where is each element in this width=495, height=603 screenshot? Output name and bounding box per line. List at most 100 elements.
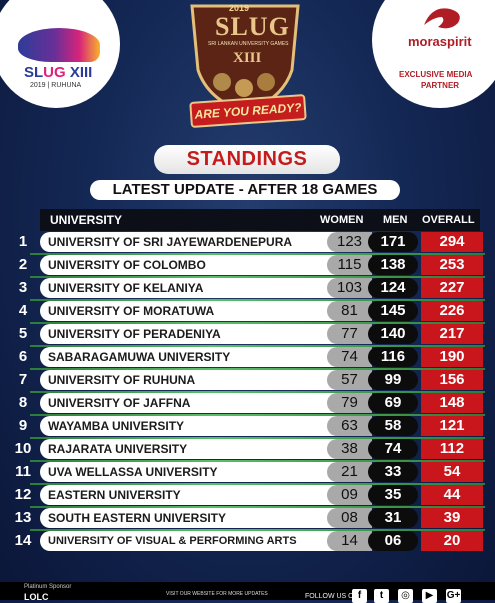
- table-header: UNIVERSITY WOMEN MEN OVERALL: [40, 209, 480, 231]
- moraspirit-dragon-icon: [424, 8, 460, 29]
- sponsor-label: Platinum Sponsor: [24, 584, 72, 590]
- overall-points: 121: [421, 416, 483, 436]
- slug-logo-subtitle: 2019 | RUHUNA: [30, 82, 82, 89]
- university-name: UVA WELLASSA UNIVERSITY: [40, 462, 340, 482]
- table-row: 11 UVA WELLASSA UNIVERSITY 21 33 54: [0, 462, 495, 482]
- table-row: 7 UNIVERSITY OF RUHUNA 57 99 156: [0, 370, 495, 390]
- table-row: 10 RAJARATA UNIVERSITY 38 74 112: [0, 439, 495, 459]
- table-row: 13 SOUTH EASTERN UNIVERSITY 08 31 39: [0, 508, 495, 528]
- overall-points: 39: [421, 508, 483, 528]
- women-points: 81: [327, 301, 372, 321]
- slug-logo-text: SLUG XIII: [24, 64, 93, 81]
- women-points: 57: [327, 370, 372, 390]
- rank-cell: 3: [18, 279, 28, 296]
- rank-cell: 4: [18, 302, 28, 319]
- table-row: 12 EASTERN UNIVERSITY 09 35 44: [0, 485, 495, 505]
- header-university: UNIVERSITY: [50, 213, 123, 227]
- rank-cell: 13: [14, 509, 32, 526]
- visit-website-text[interactable]: VISIT OUR WEBSITE FOR MORE UPDATES: [166, 591, 268, 597]
- overall-points: 294: [421, 232, 483, 252]
- table-row: 2 UNIVERSITY OF COLOMBO 115 138 253: [0, 255, 495, 275]
- footer-bar: Platinum Sponsor LOLC VISIT OUR WEBSITE …: [0, 582, 495, 603]
- women-points: 21: [327, 462, 372, 482]
- header-women: WOMEN: [320, 214, 364, 226]
- media-partner-line1: EXCLUSIVE MEDIA: [399, 70, 473, 79]
- men-points: 116: [368, 347, 418, 367]
- university-name: EASTERN UNIVERSITY: [40, 485, 340, 505]
- row-divider: [30, 345, 485, 347]
- table-row: 3 UNIVERSITY OF KELANIYA 103 124 227: [0, 278, 495, 298]
- university-name: SOUTH EASTERN UNIVERSITY: [40, 508, 340, 528]
- slug-swirl-icon: [18, 28, 100, 62]
- overall-points: 253: [421, 255, 483, 275]
- university-name: WAYAMBA UNIVERSITY: [40, 416, 340, 436]
- badge-roman-numeral: XIII: [233, 50, 262, 66]
- rank-cell: 9: [18, 417, 28, 434]
- men-points: 06: [368, 531, 418, 551]
- row-divider: [30, 276, 485, 278]
- table-row: 6 SABARAGAMUWA UNIVERSITY 74 116 190: [0, 347, 495, 367]
- overall-points: 217: [421, 324, 483, 344]
- table-row: 4 UNIVERSITY OF MORATUWA 81 145 226: [0, 301, 495, 321]
- sponsor-logo: LOLC: [24, 592, 49, 602]
- women-points: 38: [327, 439, 372, 459]
- men-points: 140: [368, 324, 418, 344]
- university-name: UNIVERSITY OF VISUAL & PERFORMING ARTS: [40, 531, 340, 551]
- women-points: 09: [327, 485, 372, 505]
- rank-cell: 12: [14, 486, 32, 503]
- row-divider: [30, 414, 485, 416]
- overall-points: 54: [421, 462, 483, 482]
- table-row: 5 UNIVERSITY OF PERADENIYA 77 140 217: [0, 324, 495, 344]
- row-divider: [30, 483, 485, 485]
- women-points: 123: [327, 232, 372, 252]
- moraspirit-brand: moraspirit: [408, 34, 472, 49]
- women-points: 77: [327, 324, 372, 344]
- men-points: 31: [368, 508, 418, 528]
- men-points: 58: [368, 416, 418, 436]
- facebook-icon[interactable]: f: [352, 589, 367, 603]
- table-row: 1 UNIVERSITY OF SRI JAYEWARDENEPURA 123 …: [0, 232, 495, 252]
- rank-cell: 6: [18, 348, 28, 365]
- row-divider: [30, 460, 485, 462]
- youtube-icon[interactable]: ▶: [422, 589, 437, 603]
- university-name: SABARAGAMUWA UNIVERSITY: [40, 347, 340, 367]
- overall-points: 112: [421, 439, 483, 459]
- men-points: 74: [368, 439, 418, 459]
- table-row: 8 UNIVERSITY OF JAFFNA 79 69 148: [0, 393, 495, 413]
- row-divider: [30, 437, 485, 439]
- men-points: 124: [368, 278, 418, 298]
- women-points: 115: [327, 255, 372, 275]
- overall-points: 44: [421, 485, 483, 505]
- rank-cell: 11: [15, 463, 31, 480]
- twitter-icon[interactable]: t: [374, 589, 389, 603]
- rank-cell: 10: [14, 440, 32, 457]
- rank-cell: 7: [18, 371, 28, 388]
- men-points: 145: [368, 301, 418, 321]
- row-divider: [30, 529, 485, 531]
- row-divider: [30, 299, 485, 301]
- university-name: RAJARATA UNIVERSITY: [40, 439, 340, 459]
- men-points: 99: [368, 370, 418, 390]
- men-points: 33: [368, 462, 418, 482]
- rank-cell: 14: [14, 532, 32, 549]
- slug-shield-badge: 2019 SLUG SRI LANKAN UNIVERSITY GAMES XI…: [186, 0, 307, 129]
- university-name: UNIVERSITY OF KELANIYA: [40, 278, 340, 298]
- university-name: UNIVERSITY OF RUHUNA: [40, 370, 340, 390]
- overall-points: 227: [421, 278, 483, 298]
- overall-points: 226: [421, 301, 483, 321]
- men-points: 138: [368, 255, 418, 275]
- instagram-icon[interactable]: ◎: [398, 589, 413, 603]
- women-points: 63: [327, 416, 372, 436]
- overall-points: 156: [421, 370, 483, 390]
- men-points: 171: [368, 232, 418, 252]
- row-divider: [30, 322, 485, 324]
- women-points: 14: [327, 531, 372, 551]
- badge-title: SLUG: [215, 12, 290, 41]
- header-men: MEN: [383, 214, 408, 226]
- rank-cell: 8: [18, 394, 28, 411]
- googleplus-icon[interactable]: G+: [446, 589, 461, 603]
- university-name: UNIVERSITY OF PERADENIYA: [40, 324, 340, 344]
- men-points: 69: [368, 393, 418, 413]
- overall-points: 20: [421, 531, 483, 551]
- rank-cell: 1: [18, 233, 28, 250]
